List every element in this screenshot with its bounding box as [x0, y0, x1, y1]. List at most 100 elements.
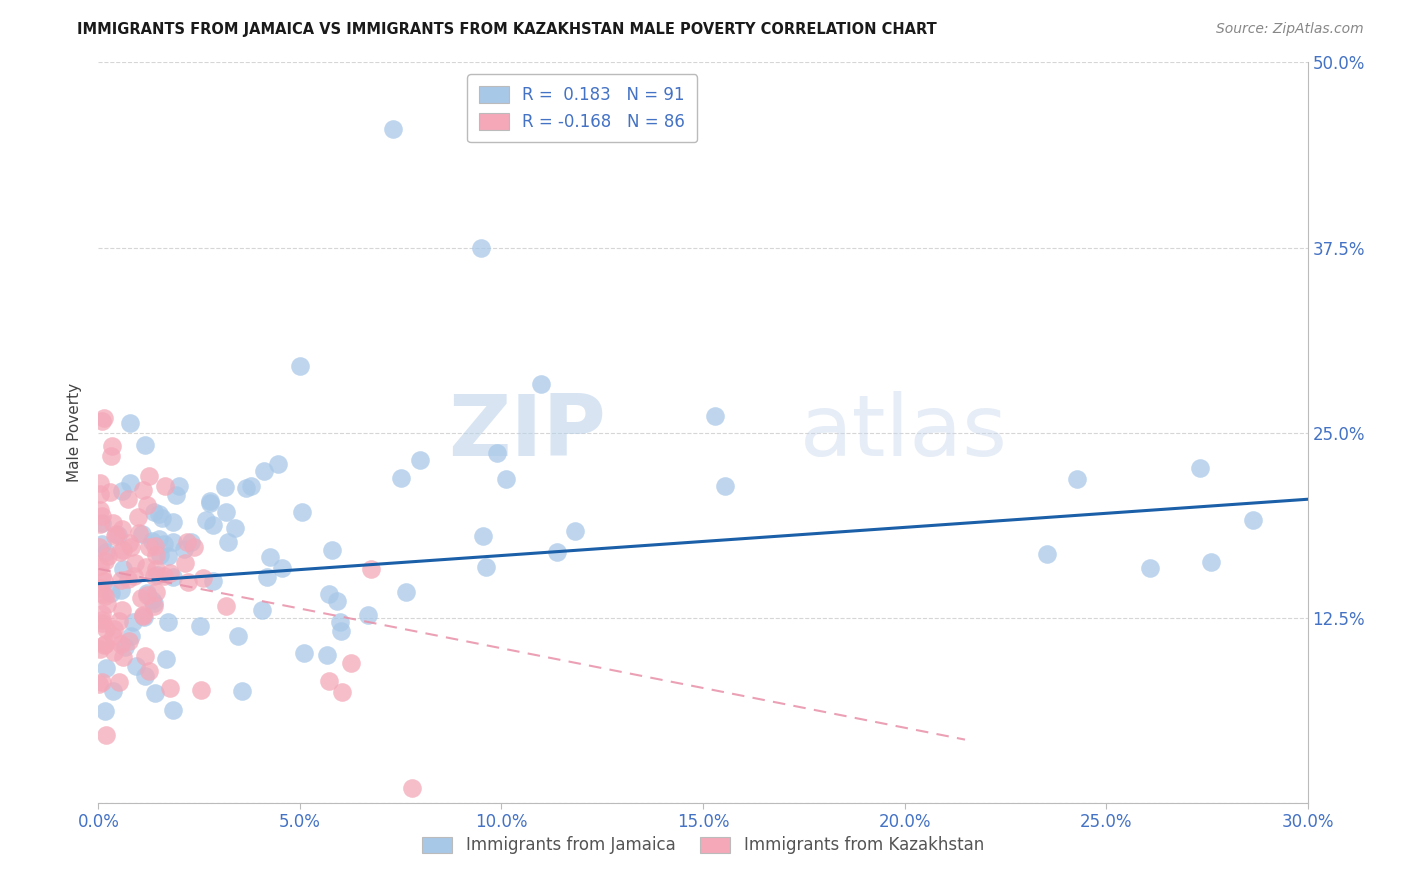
Point	[111, 603, 134, 617]
Point	[1241, 513, 1264, 527]
Point	[134, 610, 156, 624]
Point	[714, 479, 737, 493]
Point	[125, 658, 148, 673]
Point	[381, 122, 404, 136]
Point	[135, 498, 157, 512]
Point	[120, 629, 142, 643]
Point	[89, 487, 111, 501]
Point	[89, 581, 111, 595]
Point	[165, 488, 187, 502]
Point	[145, 561, 167, 575]
Point	[329, 615, 352, 629]
Point	[94, 545, 117, 559]
Point	[193, 571, 215, 585]
Point	[176, 535, 198, 549]
Point	[120, 540, 142, 554]
Point	[142, 569, 165, 583]
Point	[138, 469, 160, 483]
Point	[177, 575, 200, 590]
Point	[143, 505, 166, 519]
Text: Source: ZipAtlas.com: Source: ZipAtlas.com	[1216, 22, 1364, 37]
Point	[108, 674, 131, 689]
Point	[94, 728, 117, 742]
Point	[546, 545, 568, 559]
Point	[145, 585, 167, 599]
Point	[132, 609, 155, 624]
Point	[148, 507, 170, 521]
Point	[107, 528, 129, 542]
Point	[124, 557, 146, 571]
Point	[389, 471, 412, 485]
Point	[131, 526, 153, 541]
Legend: Immigrants from Jamaica, Immigrants from Kazakhstan: Immigrants from Jamaica, Immigrants from…	[416, 830, 990, 861]
Point	[330, 685, 353, 699]
Point	[91, 568, 114, 582]
Point	[134, 669, 156, 683]
Point	[110, 484, 132, 499]
Point	[226, 629, 249, 643]
Point	[89, 475, 111, 490]
Point	[101, 629, 124, 643]
Point	[470, 240, 492, 255]
Point	[471, 529, 494, 543]
Point	[291, 505, 314, 519]
Point	[93, 638, 115, 652]
Point	[94, 589, 117, 603]
Point	[110, 583, 132, 598]
Point	[111, 522, 134, 536]
Point	[110, 637, 132, 651]
Point	[153, 478, 176, 492]
Point	[180, 535, 202, 549]
Point	[224, 521, 246, 535]
Point	[98, 484, 121, 499]
Point	[101, 516, 124, 530]
Point	[231, 683, 253, 698]
Point	[91, 414, 114, 428]
Point	[150, 511, 173, 525]
Point	[96, 622, 118, 636]
Point	[318, 673, 340, 688]
Point	[162, 515, 184, 529]
Point	[173, 541, 195, 556]
Point	[132, 608, 155, 623]
Point	[138, 664, 160, 678]
Point	[235, 481, 257, 495]
Point	[91, 536, 114, 550]
Point	[94, 637, 117, 651]
Point	[188, 619, 211, 633]
Point	[120, 475, 142, 490]
Point	[101, 684, 124, 698]
Point	[103, 644, 125, 658]
Point	[91, 516, 114, 531]
Point	[190, 683, 212, 698]
Point	[162, 570, 184, 584]
Point	[173, 556, 195, 570]
Point	[267, 458, 290, 472]
Point	[401, 780, 423, 795]
Point	[288, 359, 311, 373]
Y-axis label: Male Poverty: Male Poverty	[67, 383, 83, 483]
Point	[93, 411, 115, 425]
Point	[357, 607, 380, 622]
Point	[214, 480, 236, 494]
Point	[201, 574, 224, 588]
Point	[148, 532, 170, 546]
Point	[162, 703, 184, 717]
Point	[89, 559, 111, 574]
Point	[530, 377, 553, 392]
Point	[340, 657, 363, 671]
Point	[141, 533, 163, 548]
Point	[145, 548, 167, 562]
Point	[128, 526, 150, 541]
Point	[108, 545, 131, 559]
Point	[564, 524, 586, 539]
Point	[110, 574, 132, 588]
Point	[89, 540, 111, 554]
Point	[395, 585, 418, 599]
Point	[90, 509, 112, 524]
Point	[495, 472, 517, 486]
Point	[1199, 555, 1222, 569]
Point	[239, 479, 262, 493]
Point	[121, 615, 143, 629]
Point	[252, 464, 274, 478]
